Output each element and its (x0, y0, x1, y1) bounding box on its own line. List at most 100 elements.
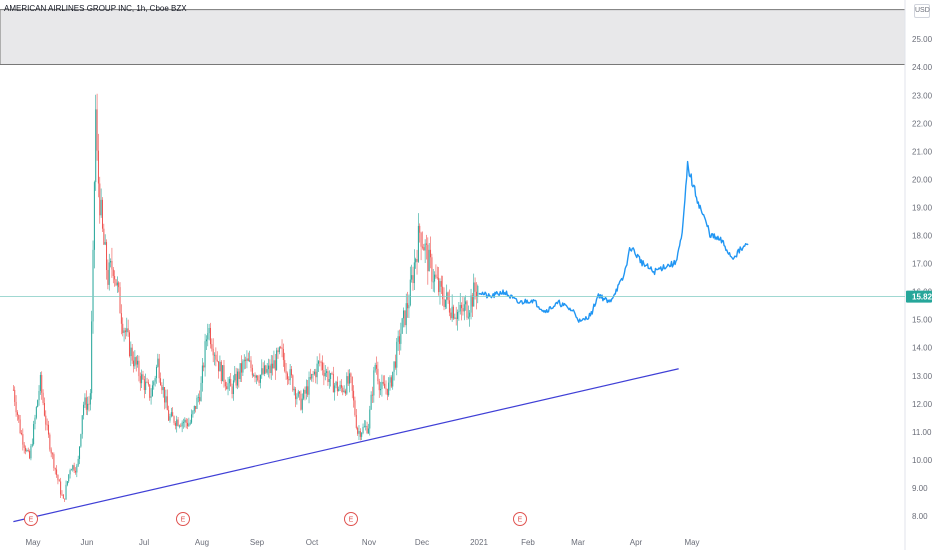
candle (369, 405, 371, 436)
candle (95, 94, 97, 191)
earnings-marker[interactable]: E (24, 512, 38, 526)
candle (77, 455, 79, 467)
candle (199, 390, 201, 405)
candle (176, 415, 178, 433)
earnings-marker[interactable]: E (176, 512, 190, 526)
candle (362, 423, 364, 435)
candle (295, 386, 297, 408)
candle (461, 302, 463, 321)
candle (282, 343, 284, 367)
trendline[interactable] (13, 368, 679, 523)
candle (250, 356, 252, 372)
candle (367, 423, 369, 435)
candle (276, 347, 278, 371)
candle (56, 465, 58, 478)
y-tick-label: 20.00 (912, 175, 932, 184)
svg-text:15.82: 15.82 (912, 293, 932, 302)
x-tick-label: Apr (630, 538, 643, 547)
candle (336, 376, 338, 396)
candle (398, 329, 400, 355)
candle (92, 240, 94, 334)
earnings-marker[interactable]: E (344, 512, 358, 526)
candle (88, 396, 90, 412)
candle (227, 377, 229, 396)
candle (259, 374, 261, 389)
candle (273, 350, 275, 369)
candle (228, 376, 230, 391)
candle (97, 133, 99, 198)
candle (65, 480, 67, 500)
candle (316, 356, 318, 385)
candle (53, 452, 55, 471)
candle (417, 213, 419, 263)
chart-title: AMERICAN AIRLINES GROUP INC, 1h, Cboe BZ… (4, 4, 187, 13)
candle (292, 374, 294, 392)
candle (328, 370, 330, 389)
candle (172, 407, 174, 417)
candle (421, 231, 423, 250)
candle (41, 371, 43, 400)
candle (249, 350, 251, 363)
candle (268, 358, 270, 378)
resistance-zone[interactable] (0, 9, 906, 65)
candle (458, 301, 460, 321)
candle (104, 234, 106, 246)
y-tick-label: 19.00 (912, 203, 932, 212)
candle (18, 414, 20, 423)
candle (324, 365, 326, 381)
candle (224, 379, 226, 391)
earnings-marker[interactable]: E (513, 512, 527, 526)
currency-button[interactable]: USD (914, 4, 930, 18)
candle (39, 372, 41, 395)
svg-text:E: E (181, 517, 186, 524)
candle (162, 378, 164, 398)
candle (322, 355, 324, 376)
candle (272, 355, 274, 376)
candle (47, 420, 49, 438)
candle (448, 289, 450, 317)
candle (177, 417, 179, 427)
y-tick-label: 25.00 (912, 35, 932, 44)
candle (131, 344, 133, 364)
candle (354, 396, 356, 417)
candle (30, 443, 32, 461)
candle (149, 384, 151, 401)
svg-text:E: E (349, 517, 354, 524)
candle (349, 369, 351, 393)
candle (393, 361, 395, 381)
candle (297, 389, 299, 398)
candle (80, 433, 82, 448)
candle (130, 341, 132, 367)
candle (108, 253, 110, 291)
projection-path[interactable] (478, 160, 749, 323)
candle (319, 353, 321, 367)
candle (112, 267, 114, 284)
candle (74, 467, 76, 475)
candle (60, 477, 62, 498)
candle (196, 395, 198, 410)
candle (25, 445, 27, 455)
candle (50, 447, 52, 458)
candle (218, 361, 220, 379)
candle (428, 242, 430, 272)
candle (469, 309, 471, 327)
candle (305, 379, 307, 400)
x-tick-label: Jul (139, 538, 149, 547)
candle (323, 362, 325, 386)
candle (127, 319, 129, 337)
candle (84, 393, 86, 409)
candle (303, 388, 305, 401)
candle (344, 388, 346, 396)
candle (432, 268, 434, 292)
candle (408, 294, 410, 318)
candle (180, 423, 182, 428)
candle (187, 418, 189, 430)
x-tick-label: Oct (306, 538, 319, 547)
candle (473, 273, 475, 307)
candle (234, 365, 236, 383)
candle (274, 353, 276, 380)
candle (126, 317, 128, 337)
candle (123, 327, 125, 342)
